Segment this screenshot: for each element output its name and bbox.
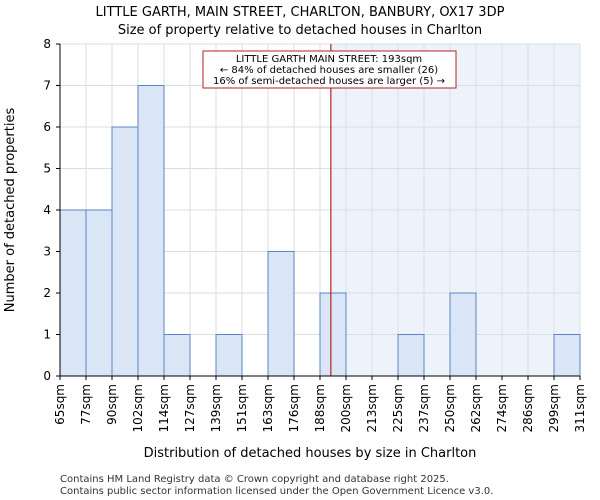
y-tick-label: 3 <box>43 245 51 259</box>
histogram-bar <box>267 251 295 377</box>
histogram-bar <box>397 334 425 377</box>
histogram-bar <box>553 334 581 377</box>
x-tick-label: 286sqm <box>521 384 535 432</box>
y-tick-label: 2 <box>43 286 51 300</box>
y-tick-label: 4 <box>43 203 51 217</box>
x-tick-label: 225sqm <box>391 384 405 432</box>
annotation-line-1: LITTLE GARTH MAIN STREET: 193sqm <box>236 54 422 65</box>
x-tick-label: 139sqm <box>209 384 223 432</box>
annotation-line-3: 16% of semi-detached houses are larger (… <box>213 76 445 87</box>
histogram-bar <box>163 334 191 377</box>
y-tick-label: 8 <box>43 37 51 51</box>
y-tick-label: 1 <box>43 328 51 342</box>
annotation-line-2: ← 84% of detached houses are smaller (26… <box>220 65 438 76</box>
footer-line-2: Contains public sector information licen… <box>60 486 493 497</box>
x-tick-label: 127sqm <box>183 384 197 432</box>
x-axis-label: Distribution of detached houses by size … <box>144 446 477 461</box>
histogram-bar <box>111 126 139 377</box>
x-tick-label: 250sqm <box>443 384 457 432</box>
x-tick-label: 65sqm <box>53 384 67 425</box>
x-tick-label: 262sqm <box>469 384 483 432</box>
y-tick-label: 6 <box>43 120 51 134</box>
x-tick-label: 237sqm <box>417 384 431 432</box>
histogram-bar <box>85 209 113 377</box>
chart-subtitle: Size of property relative to detached ho… <box>118 23 482 38</box>
x-tick-label: 163sqm <box>261 384 275 432</box>
histogram-bar <box>59 209 87 377</box>
x-tick-label: 114sqm <box>157 384 171 432</box>
x-tick-label: 311sqm <box>573 384 587 432</box>
x-tick-label: 274sqm <box>495 384 509 432</box>
x-tick-label: 188sqm <box>313 384 327 432</box>
plot-area: 0 1 2 3 4 5 6 7 8 65sqm 77sqm 90sqm 102sqm 114sqm 127s… <box>43 37 587 432</box>
x-tick-label: 77sqm <box>79 384 93 425</box>
histogram-bar <box>215 334 243 377</box>
histogram-bar <box>449 292 477 377</box>
footer-line-1: Contains HM Land Registry data © Crown c… <box>60 474 449 485</box>
chart-title: LITTLE GARTH, MAIN STREET, CHARLTON, BAN… <box>96 5 505 20</box>
x-tick-label: 90sqm <box>105 384 119 425</box>
x-tick-label: 102sqm <box>131 384 145 432</box>
x-tick-label: 151sqm <box>235 384 249 432</box>
histogram-bar <box>137 85 165 377</box>
histogram-bar <box>319 292 347 377</box>
y-tick-label: 7 <box>43 79 51 93</box>
y-tick-label: 0 <box>43 369 51 383</box>
annotation-box: LITTLE GARTH MAIN STREET: 193sqm ← 84% o… <box>202 50 457 89</box>
annotation-frame <box>202 50 457 89</box>
y-axis-label: Number of detached properties <box>3 108 18 313</box>
x-tick-label: 200sqm <box>339 384 353 432</box>
x-tick-label: 299sqm <box>547 384 561 432</box>
x-tick-label: 176sqm <box>287 384 301 432</box>
x-tick-label: 213sqm <box>365 384 379 432</box>
y-tick-label: 5 <box>43 162 51 176</box>
